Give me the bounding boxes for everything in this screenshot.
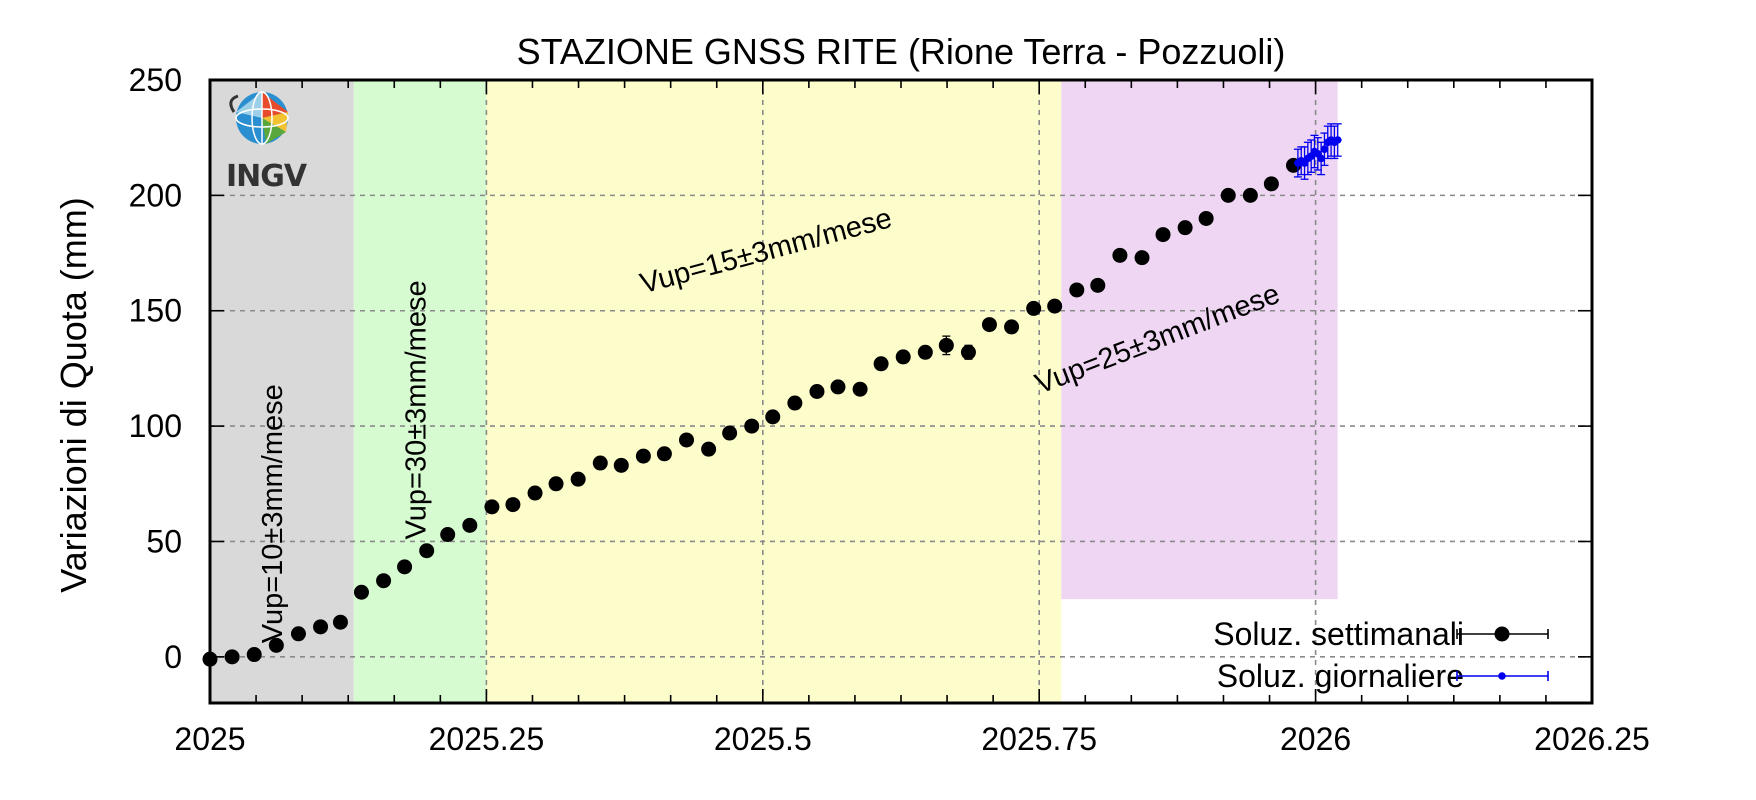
weekly-point [592,455,608,471]
weekly-point [202,651,218,667]
weekly-point [419,543,435,559]
y-tick-label: 100 [129,408,182,444]
daily-point [1333,136,1342,144]
weekly-point [1263,176,1279,192]
weekly-point [548,476,564,492]
legend-marker [1498,672,1506,680]
period-band-1 [210,80,354,703]
weekly-point [484,499,500,515]
x-tick-label: 2026 [1280,721,1351,757]
weekly-point [1047,298,1063,314]
x-axis-ticks: 2025 2025.25 2025.5 2025.75 2026 2026.25 [174,80,1650,757]
legend-label: Soluz. giornaliere [1217,658,1464,694]
x-tick-label: 2025.75 [981,721,1097,757]
weekly-point [1242,187,1258,203]
weekly-point [873,356,889,372]
weekly-point [852,381,868,397]
y-tick-label: 200 [129,177,182,213]
weekly-point [440,527,456,543]
globe-icon [229,91,289,145]
weekly-point [635,448,651,464]
x-tick-label: 2025 [174,721,245,757]
weekly-point [353,584,369,600]
weekly-point [397,559,413,575]
weekly-point [1069,282,1085,298]
weekly-point [290,626,306,642]
period-band-3 [486,80,1062,703]
weekly-point [527,485,543,501]
x-tick-label: 2026.25 [1534,721,1650,757]
chart-title: STAZIONE GNSS RITE (Rione Terra - Pozzuo… [517,31,1286,72]
weekly-point [1134,250,1150,266]
weekly-point [744,418,760,434]
weekly-point [656,446,672,462]
weekly-point [895,349,911,365]
y-axis-ticks: 0 50 100 150 200 250 [129,62,1592,675]
weekly-point [505,497,521,513]
weekly-point [613,457,629,473]
y-tick-label: 150 [129,293,182,329]
weekly-point [1177,220,1193,236]
rate-annotation-1: Vup=10±3mm/mese [257,384,289,643]
period-band-2 [353,80,487,703]
weekly-point [938,337,954,353]
weekly-point [462,517,478,533]
legend-marker [1494,626,1510,642]
period-bands [210,80,1338,703]
legend: Soluz. settimanali Soluz. giornaliere [1213,616,1549,694]
weekly-point [960,344,976,360]
weekly-point [722,425,738,441]
weekly-point [701,441,717,457]
grid-lines [210,80,1592,703]
daily-point [1317,154,1325,163]
x-tick-label: 2025.5 [714,721,812,757]
weekly-point [376,573,392,589]
weekly-point [246,647,262,663]
y-tick-label: 250 [129,62,182,98]
ingv-logo: INGV [226,91,309,194]
weekly-point [224,649,240,665]
weekly-point [1155,227,1171,243]
series-daily [1293,123,1342,180]
series-weekly [202,157,1301,667]
weekly-point [830,379,846,395]
weekly-point [981,317,997,333]
weekly-point [1220,187,1236,203]
weekly-point [1090,277,1106,293]
legend-label: Soluz. settimanali [1213,616,1464,652]
data-series [202,123,1342,667]
weekly-point [313,619,329,635]
weekly-point [1004,319,1020,335]
y-tick-label: 0 [164,639,182,675]
weekly-point [1026,300,1042,316]
logo-label: INGV [226,159,308,194]
weekly-point [570,471,586,487]
daily-point [1320,145,1329,154]
weekly-point [917,344,933,360]
y-tick-label: 50 [146,523,182,559]
y-axis-label: Variazioni di Quota (mm) [53,197,94,592]
weekly-point [1198,210,1214,226]
x-tick-label: 2025.25 [429,721,545,757]
weekly-point [765,409,781,425]
weekly-point [809,384,825,399]
weekly-point [332,614,348,630]
rate-annotation-2: Vup=30±3mm/mese [401,280,433,539]
weekly-point [787,395,803,411]
weekly-point [268,637,284,653]
weekly-point [679,432,695,448]
weekly-point [1112,247,1128,263]
